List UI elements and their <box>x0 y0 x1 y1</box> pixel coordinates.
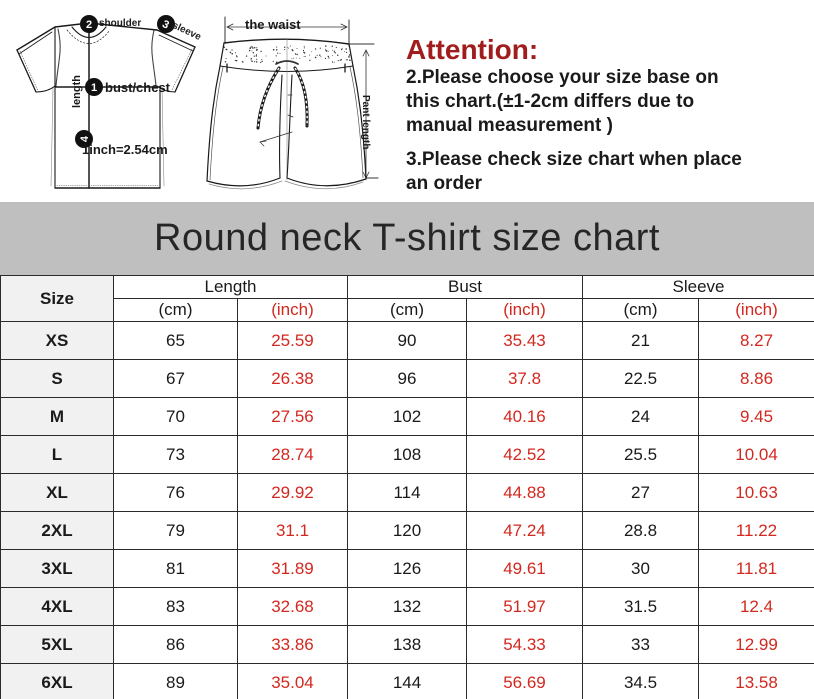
svg-text:4: 4 <box>79 135 91 142</box>
svg-text:2: 2 <box>86 19 92 31</box>
svg-text:1: 1 <box>91 82 97 94</box>
